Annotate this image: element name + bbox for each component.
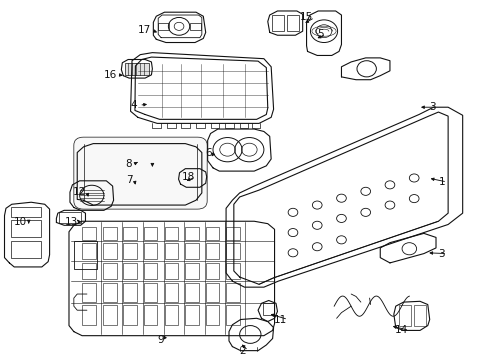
Text: 6: 6 bbox=[205, 148, 212, 158]
Bar bbox=[59, 212, 81, 223]
Bar bbox=[205, 227, 219, 240]
Text: 13: 13 bbox=[65, 217, 78, 228]
Text: 14: 14 bbox=[394, 325, 407, 336]
Bar bbox=[286, 15, 299, 31]
Bar bbox=[82, 263, 96, 279]
Text: 16: 16 bbox=[103, 70, 117, 80]
Bar bbox=[82, 283, 96, 302]
Text: 1: 1 bbox=[438, 177, 444, 187]
Text: 2: 2 bbox=[239, 346, 246, 356]
Bar bbox=[102, 227, 116, 240]
Bar bbox=[185, 243, 199, 259]
Bar bbox=[102, 263, 116, 279]
Bar bbox=[82, 227, 96, 240]
Bar bbox=[225, 263, 239, 279]
Bar bbox=[225, 283, 239, 302]
Bar bbox=[82, 305, 96, 325]
Bar bbox=[225, 305, 239, 325]
Bar bbox=[185, 305, 199, 325]
Text: 15: 15 bbox=[300, 13, 313, 22]
Text: 5: 5 bbox=[317, 30, 323, 40]
Text: 9: 9 bbox=[157, 335, 163, 345]
Bar bbox=[123, 227, 137, 240]
Bar bbox=[205, 263, 219, 279]
FancyBboxPatch shape bbox=[133, 148, 173, 171]
Bar bbox=[185, 283, 199, 302]
Bar bbox=[164, 263, 178, 279]
Text: 11: 11 bbox=[273, 315, 286, 324]
Bar bbox=[143, 227, 157, 240]
Bar bbox=[164, 243, 178, 259]
Text: 17: 17 bbox=[138, 26, 151, 35]
Bar bbox=[225, 227, 239, 240]
Text: 3: 3 bbox=[428, 102, 434, 112]
Bar bbox=[263, 303, 273, 315]
FancyBboxPatch shape bbox=[74, 137, 207, 209]
Bar bbox=[205, 283, 219, 302]
Bar bbox=[102, 305, 116, 325]
Bar bbox=[164, 283, 178, 302]
Text: 12: 12 bbox=[72, 187, 85, 197]
Bar bbox=[11, 220, 41, 237]
Bar bbox=[143, 283, 157, 302]
Bar bbox=[185, 227, 199, 240]
Bar bbox=[102, 283, 116, 302]
Bar bbox=[205, 243, 219, 259]
Bar bbox=[125, 63, 148, 75]
Bar bbox=[11, 240, 41, 258]
Text: 7: 7 bbox=[125, 175, 132, 185]
Text: 8: 8 bbox=[125, 159, 132, 169]
Bar bbox=[185, 263, 199, 279]
Bar bbox=[123, 263, 137, 279]
Bar bbox=[398, 305, 410, 325]
Bar bbox=[82, 243, 96, 259]
Bar bbox=[123, 305, 137, 325]
Bar bbox=[74, 242, 97, 269]
Bar bbox=[413, 305, 426, 325]
Bar bbox=[164, 227, 178, 240]
Bar bbox=[190, 23, 201, 30]
Bar bbox=[123, 243, 137, 259]
Text: 4: 4 bbox=[130, 100, 137, 110]
Bar bbox=[123, 283, 137, 302]
Bar bbox=[158, 23, 168, 30]
Bar bbox=[102, 243, 116, 259]
Bar bbox=[271, 15, 283, 31]
Bar bbox=[11, 207, 41, 217]
Bar bbox=[164, 305, 178, 325]
Bar bbox=[205, 305, 219, 325]
Text: 3: 3 bbox=[438, 249, 444, 258]
Bar bbox=[143, 243, 157, 259]
Bar bbox=[143, 263, 157, 279]
Text: 10: 10 bbox=[14, 217, 27, 228]
Bar bbox=[143, 305, 157, 325]
Bar bbox=[225, 243, 239, 259]
Text: 18: 18 bbox=[181, 172, 194, 182]
